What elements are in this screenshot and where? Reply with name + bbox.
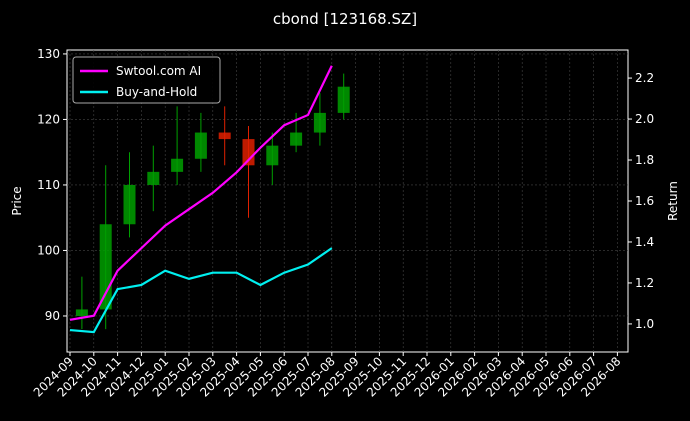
return-line <box>69 65 333 321</box>
legend: Swtool.com AI Buy-and-Hold <box>72 56 221 104</box>
y2-tick-label: 2.0 <box>635 112 654 126</box>
y2-tick-label: 1.6 <box>635 194 654 208</box>
candle-body <box>313 112 326 133</box>
y-axis-label: Price <box>10 186 24 215</box>
candle-body <box>194 132 207 159</box>
y2-axis-label: Return <box>666 181 680 221</box>
y2-tick-label: 1.2 <box>635 276 654 290</box>
candle-body <box>218 132 231 140</box>
candle-body <box>337 86 350 113</box>
y-tick-label: 100 <box>37 243 60 257</box>
y-tick-label: 110 <box>37 178 60 192</box>
y-tick-label: 120 <box>37 112 60 126</box>
y2-tick-label: 1.0 <box>635 317 654 331</box>
return-line <box>69 247 333 334</box>
candle-body <box>290 132 303 146</box>
candle-body <box>266 145 279 166</box>
candle-body <box>147 171 160 185</box>
y2-tick-label: 2.2 <box>635 71 654 85</box>
legend-label: Swtool.com AI <box>116 64 201 78</box>
y2-tick-label: 1.4 <box>635 235 654 249</box>
legend-box <box>72 56 221 104</box>
y2-tick-label: 1.8 <box>635 153 654 167</box>
chart-title: cbond [123168.SZ] <box>273 10 417 28</box>
candle-body <box>123 184 136 225</box>
candle-body <box>99 224 112 310</box>
candle-body <box>75 309 88 316</box>
candle-body <box>242 139 255 166</box>
legend-label: Buy-and-Hold <box>116 85 197 99</box>
y-tick-label: 90 <box>45 309 60 323</box>
y-tick-label: 130 <box>37 47 60 61</box>
candle-body <box>171 158 184 172</box>
